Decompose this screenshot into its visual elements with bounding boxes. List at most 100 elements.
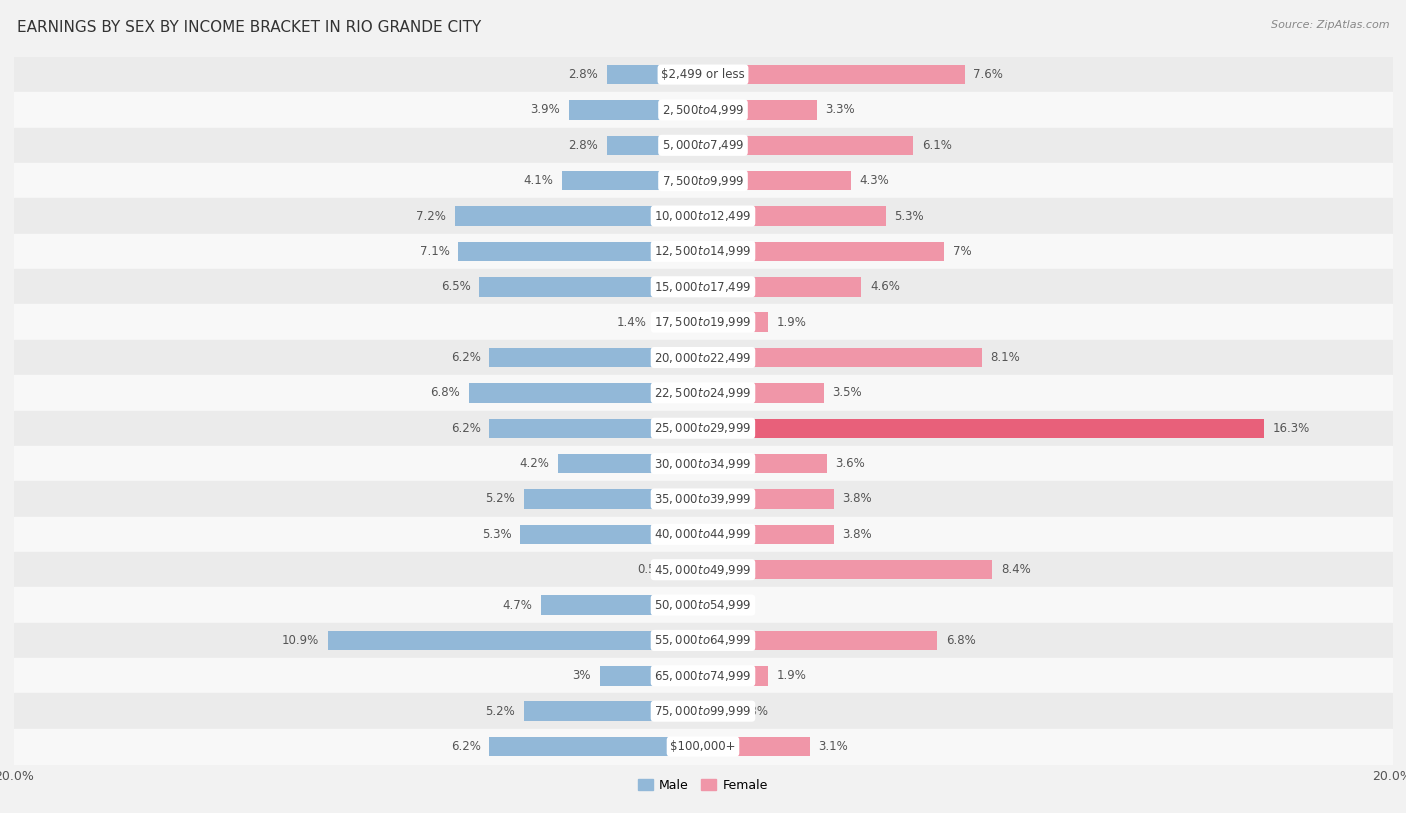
Text: 16.3%: 16.3%: [1272, 422, 1310, 435]
Text: 7%: 7%: [953, 245, 972, 258]
Legend: Male, Female: Male, Female: [633, 774, 773, 797]
Text: 0.12%: 0.12%: [716, 598, 754, 611]
Bar: [703, 348, 981, 367]
Text: 6.5%: 6.5%: [440, 280, 471, 293]
Text: 10.9%: 10.9%: [281, 634, 319, 647]
Bar: [703, 666, 769, 685]
Bar: [683, 560, 703, 580]
Text: $30,000 to $34,999: $30,000 to $34,999: [654, 457, 752, 471]
Bar: [524, 702, 703, 721]
Text: $25,000 to $29,999: $25,000 to $29,999: [654, 421, 752, 435]
Bar: [655, 312, 703, 332]
Text: 3.1%: 3.1%: [818, 740, 848, 753]
Bar: [703, 419, 1264, 438]
Text: 7.1%: 7.1%: [420, 245, 450, 258]
Text: 4.7%: 4.7%: [502, 598, 533, 611]
Text: 3.9%: 3.9%: [530, 103, 560, 116]
Text: 8.4%: 8.4%: [1001, 563, 1031, 576]
Text: $5,000 to $7,499: $5,000 to $7,499: [662, 138, 744, 152]
Text: $45,000 to $49,999: $45,000 to $49,999: [654, 563, 752, 576]
Text: 6.8%: 6.8%: [430, 386, 460, 399]
Text: 0.58%: 0.58%: [731, 705, 769, 718]
Bar: [562, 171, 703, 190]
Text: 5.2%: 5.2%: [485, 493, 515, 506]
Text: 2.8%: 2.8%: [568, 139, 598, 152]
Bar: [703, 560, 993, 580]
Text: $75,000 to $99,999: $75,000 to $99,999: [654, 704, 752, 718]
Bar: [328, 631, 703, 650]
Text: $12,500 to $14,999: $12,500 to $14,999: [654, 245, 752, 259]
Text: $40,000 to $44,999: $40,000 to $44,999: [654, 528, 752, 541]
Text: 3.8%: 3.8%: [842, 528, 872, 541]
Text: 1.4%: 1.4%: [616, 315, 647, 328]
Bar: [703, 136, 912, 155]
Bar: [606, 65, 703, 85]
Text: 3.8%: 3.8%: [842, 493, 872, 506]
Bar: [703, 702, 723, 721]
Bar: [703, 631, 938, 650]
Bar: [703, 489, 834, 509]
Bar: [703, 312, 769, 332]
Text: 6.2%: 6.2%: [451, 740, 481, 753]
Text: 4.3%: 4.3%: [859, 174, 890, 187]
Text: $17,500 to $19,999: $17,500 to $19,999: [654, 315, 752, 329]
Text: 6.1%: 6.1%: [922, 139, 952, 152]
Text: 1.9%: 1.9%: [778, 669, 807, 682]
Text: $50,000 to $54,999: $50,000 to $54,999: [654, 598, 752, 612]
Text: 6.2%: 6.2%: [451, 351, 481, 364]
Text: $55,000 to $64,999: $55,000 to $64,999: [654, 633, 752, 647]
Bar: [703, 737, 810, 756]
Text: $15,000 to $17,499: $15,000 to $17,499: [654, 280, 752, 293]
Bar: [456, 207, 703, 226]
Text: Source: ZipAtlas.com: Source: ZipAtlas.com: [1271, 20, 1389, 30]
Bar: [703, 65, 965, 85]
Text: 5.3%: 5.3%: [894, 210, 924, 223]
Text: $7,500 to $9,999: $7,500 to $9,999: [662, 174, 744, 188]
Bar: [541, 595, 703, 615]
Bar: [703, 171, 851, 190]
Bar: [520, 524, 703, 544]
Text: 5.2%: 5.2%: [485, 705, 515, 718]
Text: $10,000 to $12,499: $10,000 to $12,499: [654, 209, 752, 223]
Bar: [703, 241, 945, 261]
Bar: [703, 454, 827, 473]
Text: 3.6%: 3.6%: [835, 457, 865, 470]
Text: EARNINGS BY SEX BY INCOME BRACKET IN RIO GRANDE CITY: EARNINGS BY SEX BY INCOME BRACKET IN RIO…: [17, 20, 481, 35]
Bar: [703, 595, 707, 615]
Bar: [703, 524, 834, 544]
Text: 5.3%: 5.3%: [482, 528, 512, 541]
Text: $20,000 to $22,499: $20,000 to $22,499: [654, 350, 752, 364]
Bar: [458, 241, 703, 261]
Bar: [568, 100, 703, 120]
Text: $65,000 to $74,999: $65,000 to $74,999: [654, 669, 752, 683]
Text: 1.9%: 1.9%: [778, 315, 807, 328]
Text: 4.6%: 4.6%: [870, 280, 900, 293]
Bar: [606, 136, 703, 155]
Bar: [703, 277, 862, 297]
Bar: [489, 419, 703, 438]
Text: 7.6%: 7.6%: [973, 68, 1004, 81]
Text: 6.8%: 6.8%: [946, 634, 976, 647]
Text: $22,500 to $24,999: $22,500 to $24,999: [654, 386, 752, 400]
Text: $2,499 or less: $2,499 or less: [661, 68, 745, 81]
Bar: [599, 666, 703, 685]
Text: $35,000 to $39,999: $35,000 to $39,999: [654, 492, 752, 506]
Text: 6.2%: 6.2%: [451, 422, 481, 435]
Text: 4.2%: 4.2%: [520, 457, 550, 470]
Text: 3.3%: 3.3%: [825, 103, 855, 116]
Text: 3%: 3%: [572, 669, 591, 682]
Text: 2.8%: 2.8%: [568, 68, 598, 81]
Bar: [489, 348, 703, 367]
Bar: [479, 277, 703, 297]
Bar: [703, 100, 817, 120]
Bar: [524, 489, 703, 509]
Text: 3.5%: 3.5%: [832, 386, 862, 399]
Bar: [558, 454, 703, 473]
Bar: [703, 207, 886, 226]
Text: 7.2%: 7.2%: [416, 210, 446, 223]
Text: 4.1%: 4.1%: [523, 174, 553, 187]
Text: 8.1%: 8.1%: [991, 351, 1021, 364]
Text: $100,000+: $100,000+: [671, 740, 735, 753]
Bar: [489, 737, 703, 756]
Bar: [468, 383, 703, 402]
